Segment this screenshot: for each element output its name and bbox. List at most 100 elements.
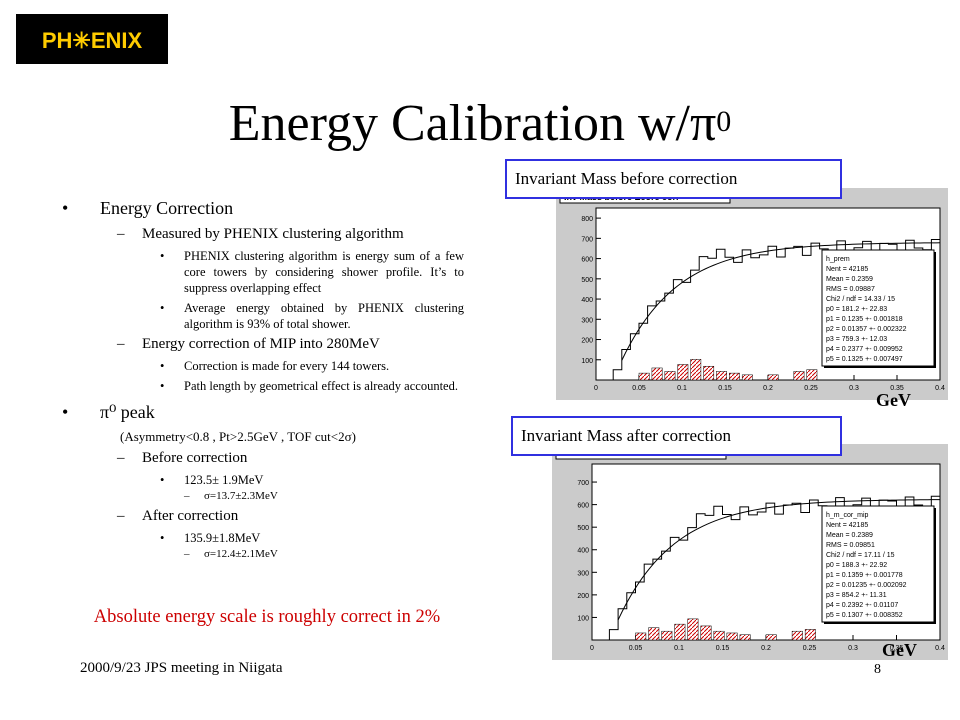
stats-line: p2 = 0.01235 +- 0.002092 xyxy=(826,582,907,589)
y-tick-label: 300 xyxy=(581,317,593,324)
x-tick-label: 0.3 xyxy=(849,385,859,392)
y-tick-label: 600 xyxy=(577,503,589,510)
x-tick-label: 0 xyxy=(590,645,594,652)
histogram-before: Inv Mass before Ecore corr80070060050040… xyxy=(559,189,945,392)
stats-line: Chi2 / ndf = 14.33 / 15 xyxy=(826,296,895,303)
bullet-list: Energy Correction Measured by PHENIX clu… xyxy=(62,196,472,562)
y-tick-label: 300 xyxy=(577,570,589,577)
stats-line: p4 = 0.2392 +- 0.01107 xyxy=(826,602,898,609)
bullet-energy-correction: Energy Correction xyxy=(62,196,472,220)
x-tick-label: 0.25 xyxy=(804,385,818,392)
stats-line: p5 = 0.1325 +- 0.007497 xyxy=(826,356,903,363)
slide-title: Energy Calibration w/π0 xyxy=(0,92,960,156)
x-tick-label: 0.1 xyxy=(677,385,687,392)
histogram-after: Inv Mass after MIP Correction70060050040… xyxy=(555,445,945,652)
after-mass: 135.9±1.8MeV xyxy=(62,530,472,546)
signal-bin xyxy=(739,634,751,641)
x-tick-label: 0.05 xyxy=(629,645,643,652)
signal-bin xyxy=(806,369,818,381)
logo-text: PH✳ENIX xyxy=(42,28,143,53)
unit-gev-top: GeV xyxy=(876,390,911,410)
y-tick-label: 200 xyxy=(577,593,589,600)
signal-bin xyxy=(713,630,725,641)
sub-bullet-measured: Measured by PHENIX clustering algorithm xyxy=(62,224,472,244)
signal-bin xyxy=(638,372,650,381)
sub-bullet-after: After correction xyxy=(62,506,472,526)
title-text: Energy Calibration w/π xyxy=(228,95,717,152)
signal-bin xyxy=(726,632,738,641)
plot-before-correction: Inv Mass before Ecore corr80070060050040… xyxy=(556,188,948,400)
signal-bin xyxy=(700,625,712,641)
x-tick-label: 0.2 xyxy=(763,385,773,392)
fit-curve xyxy=(617,499,941,621)
stats-line: p1 = 0.1235 +- 0.001818 xyxy=(826,316,903,323)
signal-bin xyxy=(741,374,753,381)
stats-line: p2 = 0.01357 +- 0.002322 xyxy=(826,326,907,333)
signal-bin xyxy=(651,367,663,381)
label-before-correction: Invariant Mass before correction xyxy=(505,159,842,199)
stats-line: Mean = 0.2389 xyxy=(826,532,873,539)
signal-bin xyxy=(791,630,803,641)
signal-bin xyxy=(687,618,699,641)
y-tick-label: 500 xyxy=(577,525,589,532)
x-tick-label: 0.15 xyxy=(716,645,730,652)
stats-line: Chi2 / ndf = 17.11 / 15 xyxy=(826,552,895,559)
signal-bin xyxy=(703,365,715,381)
x-tick-label: 0.4 xyxy=(935,385,945,392)
y-tick-label: 100 xyxy=(577,615,589,622)
stats-line: p1 = 0.1359 +- 0.001778 xyxy=(826,572,903,579)
signal-bin xyxy=(674,623,686,641)
y-tick-label: 500 xyxy=(581,277,593,284)
conclusion-text: Absolute energy scale is roughly correct… xyxy=(93,607,441,627)
signal-bin xyxy=(690,359,702,381)
signal-bin xyxy=(767,374,779,381)
signal-bin xyxy=(716,371,727,381)
x-tick-label: 0.25 xyxy=(803,645,817,652)
stats-line: p5 = 0.1307 +- 0.008352 xyxy=(826,612,903,619)
x-tick-label: 0 xyxy=(594,385,598,392)
bullet-pi0-peak: π⁰ peak xyxy=(62,400,472,424)
footer-text: 2000/9/23 JPS meeting in Niigata xyxy=(80,660,283,676)
y-tick-label: 400 xyxy=(581,297,593,304)
detail-clustering: PHENIX clustering algorithm is energy su… xyxy=(62,248,472,296)
x-tick-label: 0.35 xyxy=(890,645,904,652)
stats-line: RMS = 0.09887 xyxy=(826,286,875,293)
stats-line: p4 = 0.2377 +- 0.009952 xyxy=(826,346,903,353)
before-sigma: σ=13.7±2.3MeV xyxy=(62,489,472,504)
label-after-correction: Invariant Mass after correction xyxy=(511,416,842,456)
x-tick-label: 0.05 xyxy=(632,385,646,392)
phenix-logo: PH✳ENIX xyxy=(16,14,168,64)
signal-bin xyxy=(765,634,777,641)
y-tick-label: 600 xyxy=(581,257,593,264)
x-tick-label: 0.15 xyxy=(718,385,732,392)
y-tick-label: 800 xyxy=(581,216,593,223)
stats-line: RMS = 0.09851 xyxy=(826,542,875,549)
y-tick-label: 100 xyxy=(581,358,593,365)
title-superscript: 0 xyxy=(716,105,732,138)
before-mass: 123.5± 1.9MeV xyxy=(62,472,472,488)
x-tick-label: 0.1 xyxy=(674,645,684,652)
x-tick-label: 0.3 xyxy=(848,645,858,652)
fit-curve xyxy=(621,242,941,361)
stats-line: p3 = 759.3 +- 12.03 xyxy=(826,336,887,343)
page-number: 8 xyxy=(874,662,881,677)
after-sigma: σ=12.4±2.1MeV xyxy=(62,547,472,562)
signal-bin xyxy=(661,630,673,641)
signal-bin xyxy=(664,371,676,381)
stats-line: h_m_cor_mip xyxy=(826,512,869,519)
stats-line: Nent = 42185 xyxy=(826,266,868,273)
signal-bin xyxy=(635,632,647,641)
y-tick-label: 700 xyxy=(577,480,589,487)
unit-gev-bottom: GeV xyxy=(882,640,917,660)
x-tick-label: 0.35 xyxy=(890,385,904,392)
cuts-note: (Asymmetry<0.8 , Pt>2.5GeV , TOF cut<2σ) xyxy=(120,429,356,444)
signal-bin xyxy=(793,371,805,381)
stats-line: p0 = 188.3 +- 22.92 xyxy=(826,562,887,569)
signal-bin xyxy=(729,372,740,381)
stats-line: p3 = 854.2 +- 11.31 xyxy=(826,592,887,599)
y-tick-label: 700 xyxy=(581,236,593,243)
sub-bullet-before: Before correction xyxy=(62,448,472,468)
stats-line: h_prem xyxy=(826,256,850,263)
signal-bin xyxy=(677,364,689,381)
plot-after-correction: Inv Mass after MIP Correction70060050040… xyxy=(552,444,948,660)
